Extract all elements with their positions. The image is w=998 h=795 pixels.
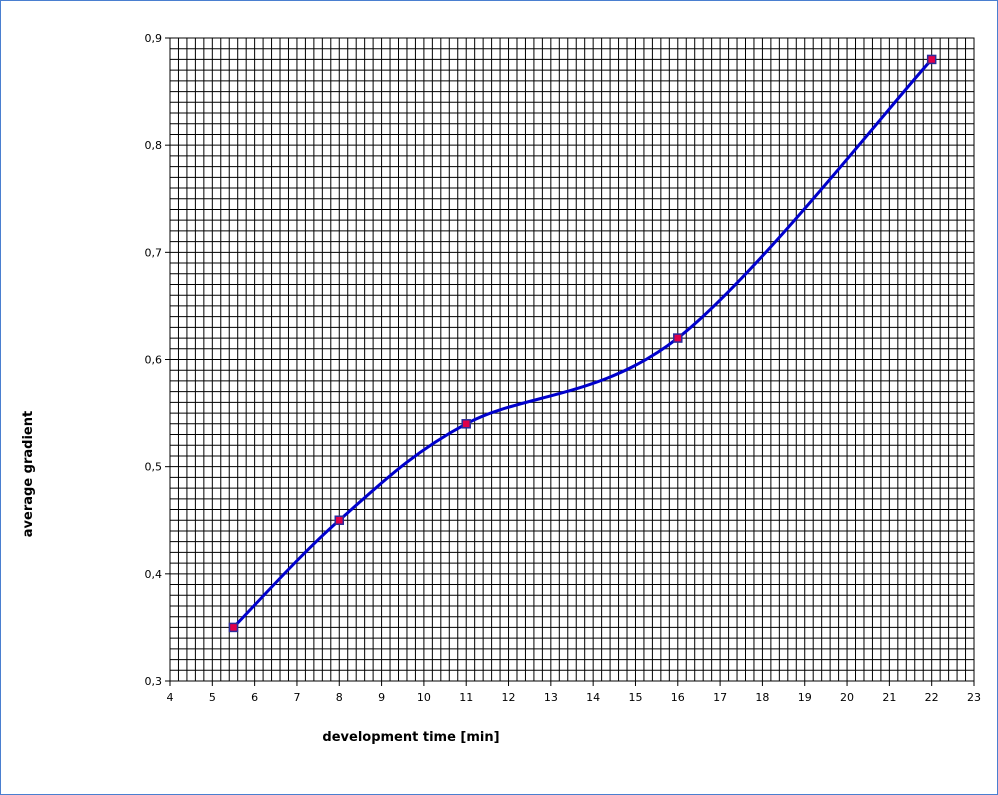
x-tick-label: 10	[417, 691, 431, 704]
x-tick-label: 16	[671, 691, 685, 704]
series-layer	[228, 54, 937, 633]
data-point-marker	[461, 419, 471, 429]
x-tick-label: 15	[628, 691, 642, 704]
x-tick-label: 7	[293, 691, 300, 704]
x-tick-label: 12	[502, 691, 516, 704]
x-tick-label: 21	[882, 691, 896, 704]
x-tick-label: 4	[167, 691, 174, 704]
y-tick-label: 0,5	[145, 461, 163, 474]
x-tick-label: 11	[459, 691, 473, 704]
x-tick-label: 18	[755, 691, 769, 704]
x-axis-label: development time [min]	[322, 730, 499, 745]
y-tick-label: 0,4	[145, 568, 163, 581]
y-tick-label: 0,6	[145, 354, 163, 367]
data-point-marker	[334, 515, 345, 525]
series-line	[231, 57, 934, 629]
x-tick-label: 17	[713, 691, 727, 704]
y-tick-label: 0,8	[145, 139, 163, 152]
x-tick-label: 6	[251, 691, 258, 704]
x-tick-label: 14	[586, 691, 600, 704]
x-tick-label: 5	[209, 691, 216, 704]
y-tick-label: 0,7	[145, 246, 163, 259]
x-tick-label: 13	[544, 691, 558, 704]
data-point-marker	[228, 622, 239, 633]
y-tick-label: 0,9	[145, 32, 163, 45]
x-tick-label: 20	[840, 691, 854, 704]
y-tick-label: 0,3	[145, 675, 163, 688]
grid	[169, 37, 975, 682]
data-point-marker	[673, 333, 683, 343]
x-tick-label: 9	[378, 691, 385, 704]
axis-ticks: 4 5 6 7 8 9 10 11 12 13 14 15 16 17 18 19 20 21 22 23 0,3 0,4…	[145, 32, 982, 704]
x-tick-label: 19	[798, 691, 812, 704]
x-tick-label: 8	[336, 691, 343, 704]
x-tick-label: 22	[925, 691, 939, 704]
data-point-marker	[926, 54, 937, 65]
x-tick-label: 23	[967, 691, 981, 704]
y-axis-label: average gradient	[21, 411, 36, 537]
